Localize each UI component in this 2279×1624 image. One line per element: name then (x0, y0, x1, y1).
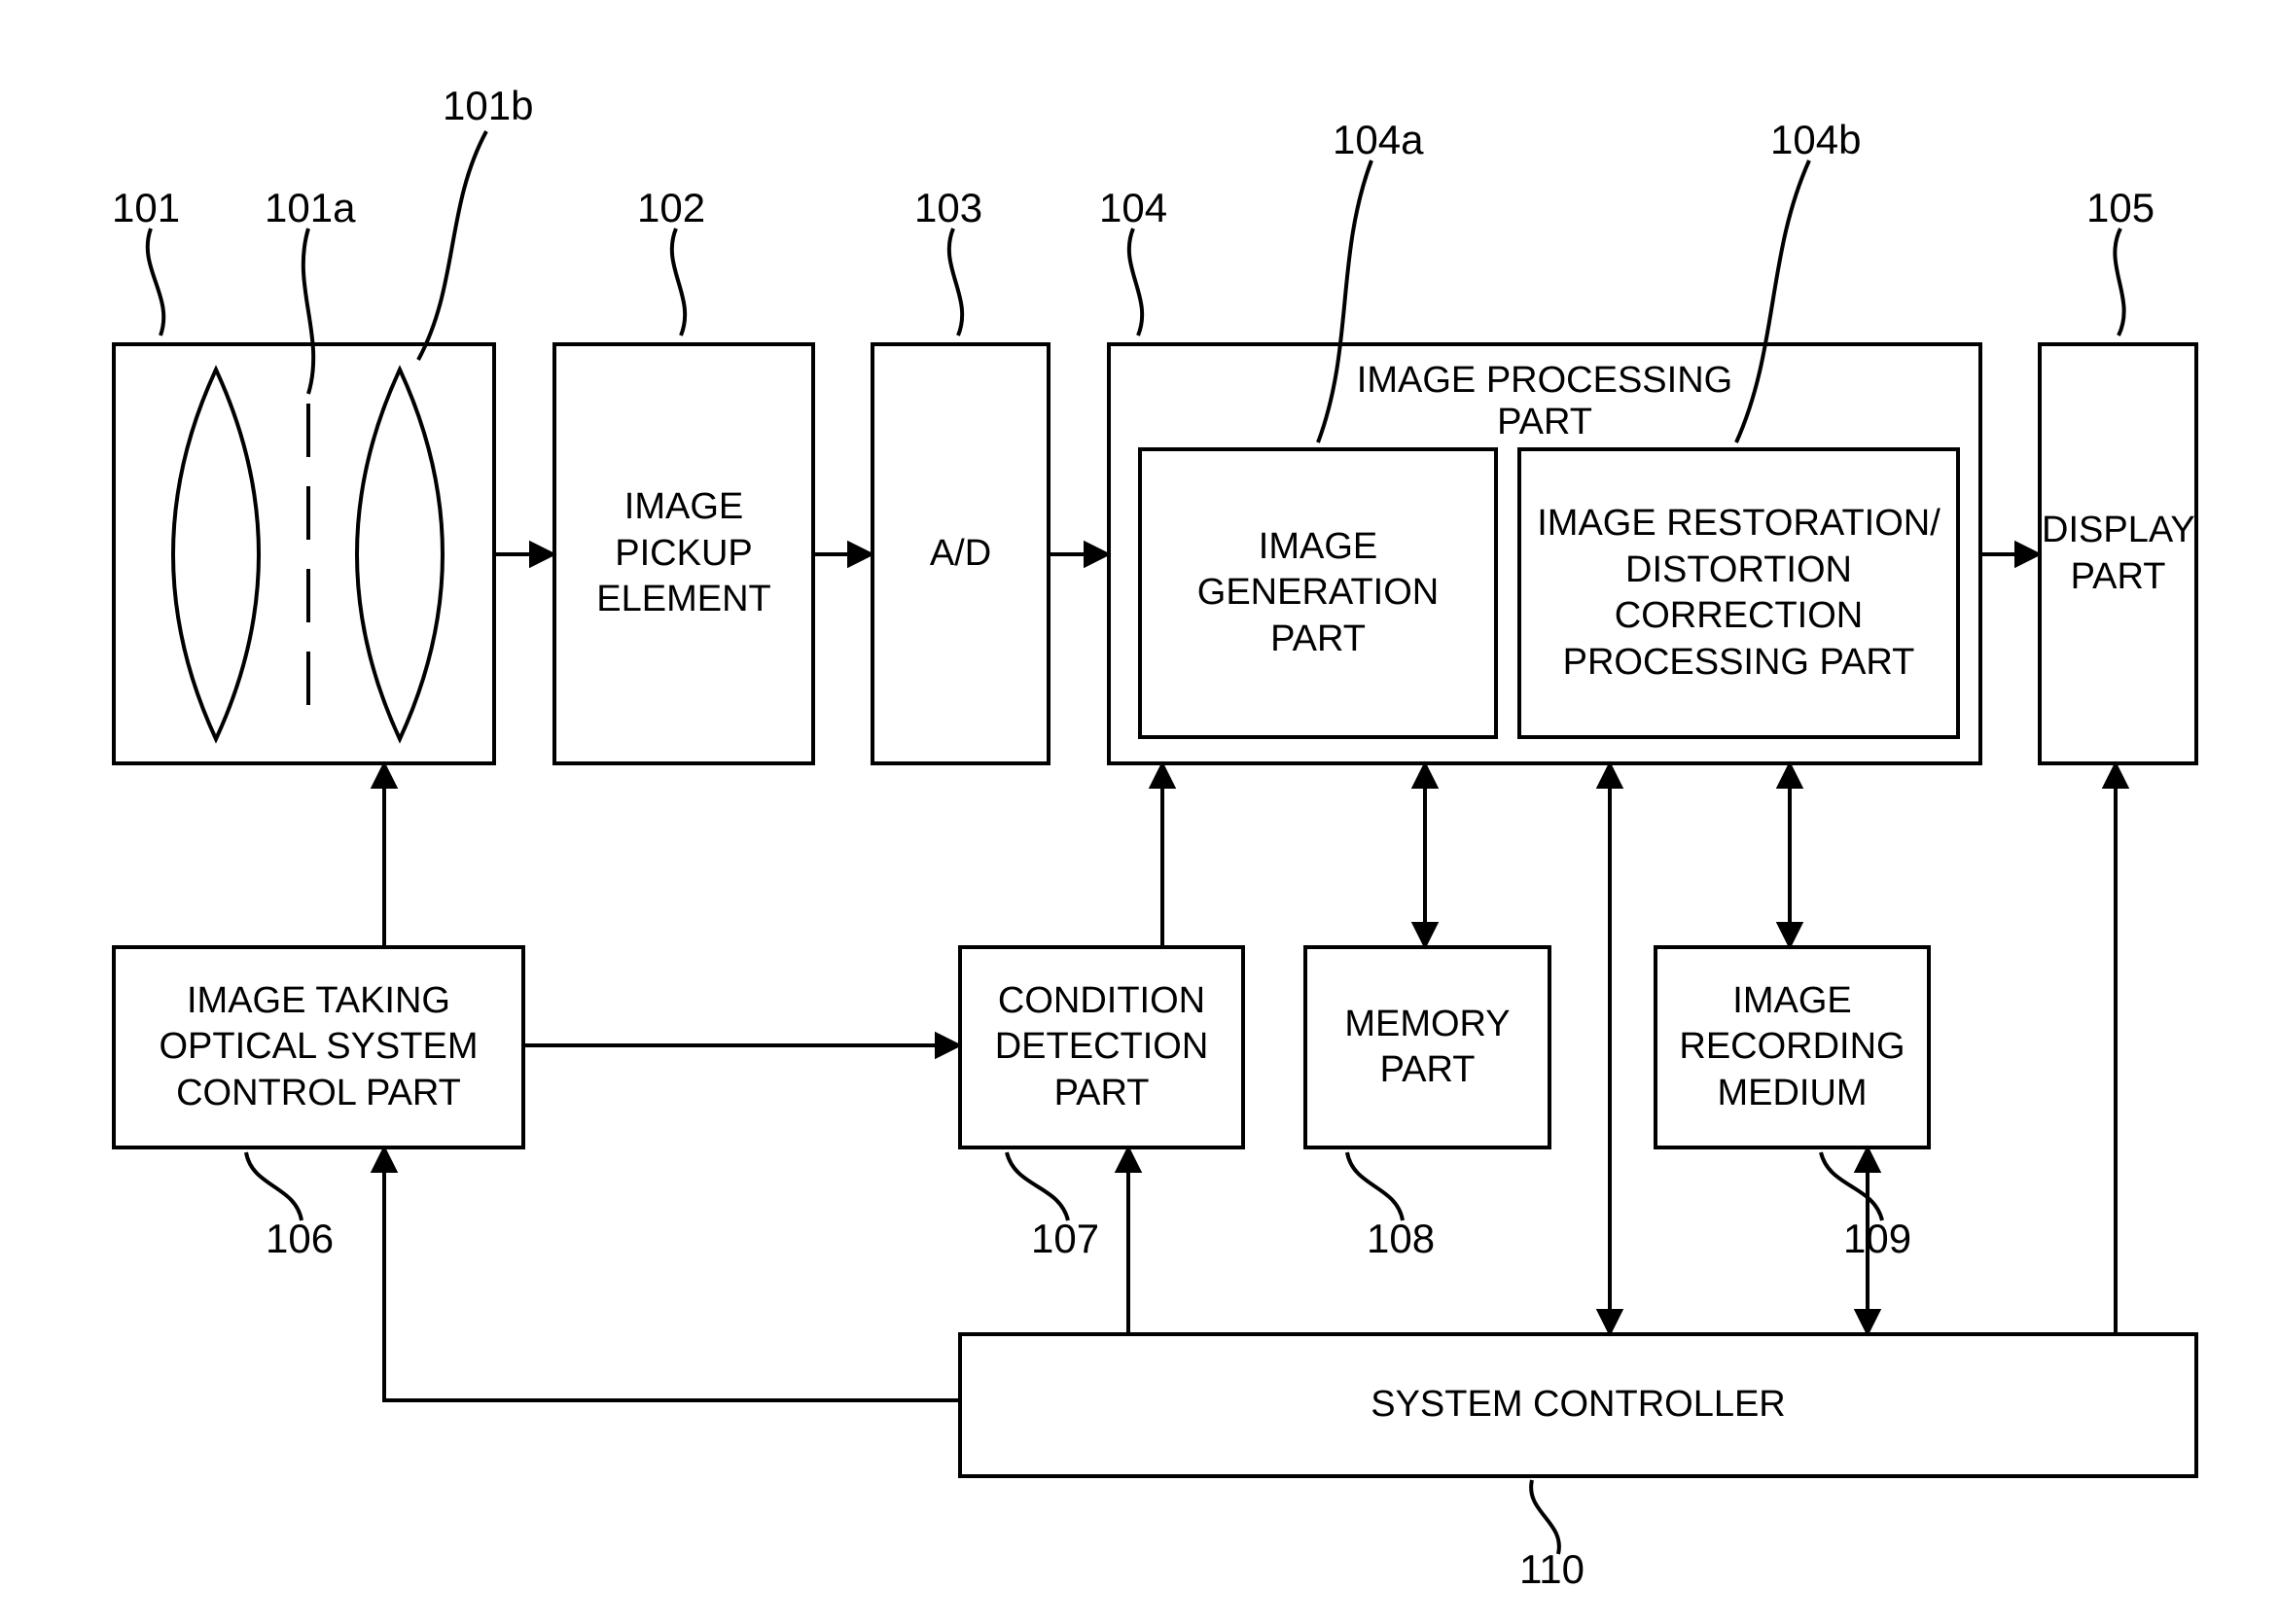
leader-line (246, 1152, 302, 1220)
label-l106: 106 (266, 1216, 334, 1262)
arrowhead-icon (1857, 1149, 1878, 1171)
arrowhead-icon (1414, 765, 1436, 787)
connector (384, 1149, 958, 1400)
label-l104a: 104a (1333, 117, 1423, 163)
block-sys-text: SYSTEM CONTROLLER (1363, 1374, 1794, 1436)
leader-line (148, 229, 164, 335)
block-pickup: IMAGE PICKUP ELEMENT (552, 342, 815, 765)
block-otcs-text: IMAGE TAKING OPTICAL SYSTEM CONTROL PART (116, 971, 521, 1125)
block-rec: IMAGE RECORDING MEDIUM (1654, 945, 1931, 1149)
label-l101b: 101b (443, 83, 533, 129)
leader-line (672, 229, 685, 335)
arrowhead-icon (1599, 1311, 1620, 1332)
arrowhead-icon (1086, 544, 1107, 565)
block-optical (112, 342, 496, 765)
ipp-header: IMAGE PROCESSING PART (1326, 360, 1763, 443)
label-l102: 102 (637, 185, 705, 231)
label-l107: 107 (1031, 1216, 1099, 1262)
block-cond-text: CONDITION DETECTION PART (962, 971, 1241, 1125)
block-display-text: DISPLAY PART (2034, 500, 2202, 608)
block-cond: CONDITION DETECTION PART (958, 945, 1245, 1149)
block-irp-text: IMAGE RESTORATION/ DISTORTION CORRECTION… (1521, 493, 1956, 693)
label-l105: 105 (2086, 185, 2154, 231)
arrowhead-icon (1414, 924, 1436, 945)
block-igp-text: IMAGE GENERATION PART (1142, 516, 1494, 671)
block-mem: MEMORY PART (1303, 945, 1551, 1149)
arrowhead-icon (1118, 1149, 1139, 1171)
leader-line (418, 131, 486, 360)
leader-line (1347, 1152, 1403, 1220)
arrowhead-icon (374, 765, 395, 787)
arrowhead-icon (1152, 765, 1173, 787)
leader-line (1821, 1152, 1882, 1220)
leader-line (2115, 229, 2123, 335)
block-igp: IMAGE GENERATION PART (1138, 447, 1498, 739)
label-l104: 104 (1099, 185, 1167, 231)
leader-line (1129, 229, 1142, 335)
block-ad: A/D (871, 342, 1050, 765)
block-irp: IMAGE RESTORATION/ DISTORTION CORRECTION… (1517, 447, 1960, 739)
arrowhead-icon (374, 1149, 395, 1171)
arrowhead-icon (1857, 1311, 1878, 1332)
block-ad-text: A/D (922, 523, 999, 585)
arrowhead-icon (2105, 765, 2126, 787)
block-otcs: IMAGE TAKING OPTICAL SYSTEM CONTROL PART (112, 945, 525, 1149)
leader-line (1531, 1480, 1559, 1554)
label-l104b: 104b (1770, 117, 1861, 163)
block-rec-text: IMAGE RECORDING MEDIUM (1657, 971, 1927, 1125)
block-pickup-text: IMAGE PICKUP ELEMENT (556, 477, 811, 631)
arrowhead-icon (1779, 765, 1800, 787)
block-display: DISPLAY PART (2038, 342, 2198, 765)
arrowhead-icon (1779, 924, 1800, 945)
arrowhead-icon (531, 544, 552, 565)
label-l109: 109 (1843, 1216, 1911, 1262)
block-sys: SYSTEM CONTROLLER (958, 1332, 2198, 1478)
leader-line (1007, 1152, 1068, 1220)
block-mem-text: MEMORY PART (1307, 994, 1548, 1102)
label-l101a: 101a (265, 185, 355, 231)
label-l108: 108 (1367, 1216, 1435, 1262)
label-l101: 101 (112, 185, 180, 231)
arrowhead-icon (1599, 765, 1620, 787)
arrowhead-icon (849, 544, 871, 565)
arrowhead-icon (937, 1035, 958, 1056)
leader-line (949, 229, 962, 335)
label-l103: 103 (914, 185, 982, 231)
label-l110: 110 (1519, 1546, 1585, 1593)
